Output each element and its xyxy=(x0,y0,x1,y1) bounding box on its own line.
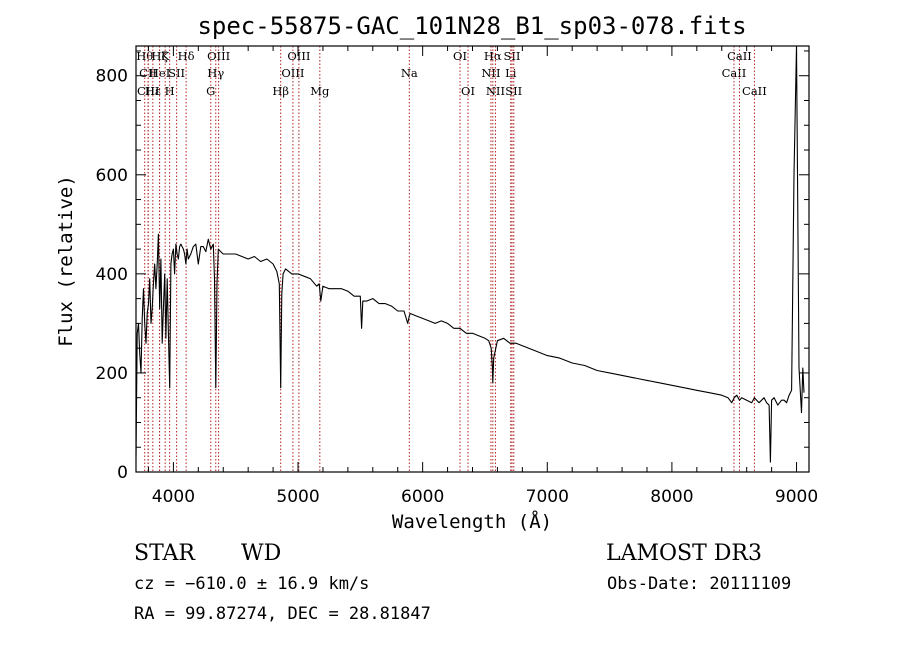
y-axis-label: Flux (relative) xyxy=(55,175,77,347)
chart-title: spec-55875-GAC_101N28_B1_sp03-078.fits xyxy=(197,12,746,40)
subclass-label: WD xyxy=(241,541,281,566)
y-tick-label: 800 xyxy=(96,67,128,87)
plot-frame xyxy=(135,45,810,473)
line-marker-label: CaII xyxy=(742,84,767,98)
line-marker-label: OI xyxy=(453,49,467,63)
x-tick-label: 5000 xyxy=(276,487,319,507)
line-marker-label: SII xyxy=(168,66,185,80)
series-layer xyxy=(135,45,805,463)
line-marker-label: CaII xyxy=(727,49,752,63)
line-marker-label: SII xyxy=(505,84,522,98)
y-tick-label: 400 xyxy=(96,265,128,285)
line-marker-label: Hδ xyxy=(178,49,195,63)
x-tick-label: 8000 xyxy=(650,487,693,507)
line-marker-label: Hγ xyxy=(207,66,224,80)
line-marker-label: CII xyxy=(139,66,157,80)
line-marker-label: OI xyxy=(461,84,475,98)
x-tick-label: 7000 xyxy=(526,487,569,507)
class-label: STAR xyxy=(134,541,196,566)
y-tick-label: 200 xyxy=(96,364,128,384)
line-marker-label: Hε xyxy=(145,84,161,98)
line-marker-label: NII xyxy=(486,84,505,98)
line-marker-label: OIII xyxy=(207,49,230,63)
x-tick-label: 4000 xyxy=(152,487,195,507)
line-marker-label: OIII xyxy=(281,66,304,80)
redshift-text: cz = −610.0 ± 16.9 km/s xyxy=(134,574,369,594)
line-marker-label: Mg xyxy=(310,84,330,98)
line-marker-label: G xyxy=(206,84,215,98)
line-marker-label: CIII xyxy=(137,84,159,98)
line-marker-label: Hθ xyxy=(136,49,153,63)
y-tick-label: 0 xyxy=(117,463,128,483)
survey-label: LAMOST DR3 xyxy=(606,541,762,566)
coordinates-text: RA = 99.87274, DEC = 28.81847 xyxy=(134,604,431,624)
line-marker-label: Li xyxy=(505,66,517,80)
line-marker-label: CaII xyxy=(722,66,747,80)
x-axis-label: Wavelength (Å) xyxy=(392,510,552,533)
line-marker-label: SII xyxy=(504,49,521,63)
x-tick-label: 6000 xyxy=(401,487,444,507)
x-tick-label: 9000 xyxy=(775,487,818,507)
line-marker-label: H xyxy=(165,84,175,98)
spectrum-line-0 xyxy=(135,45,805,463)
line-marker-label: Hβ xyxy=(272,84,289,98)
line-marker-label: OIII xyxy=(287,49,310,63)
line-marker-label: NII xyxy=(481,66,500,80)
line-marker-label: Hζ xyxy=(151,49,167,63)
line-marker-label: K xyxy=(161,49,170,63)
obs-date-text: Obs-Date: 20111109 xyxy=(607,574,791,594)
line-marker-label: Hα xyxy=(484,49,502,63)
line-marker-label: HeI xyxy=(149,66,170,80)
line-marker-label: Na xyxy=(401,66,418,80)
axes: 4000 5000 6000 7000 8000 9000 0 200 400 600 800 xyxy=(96,46,818,507)
y-tick-label: 600 xyxy=(96,166,128,186)
